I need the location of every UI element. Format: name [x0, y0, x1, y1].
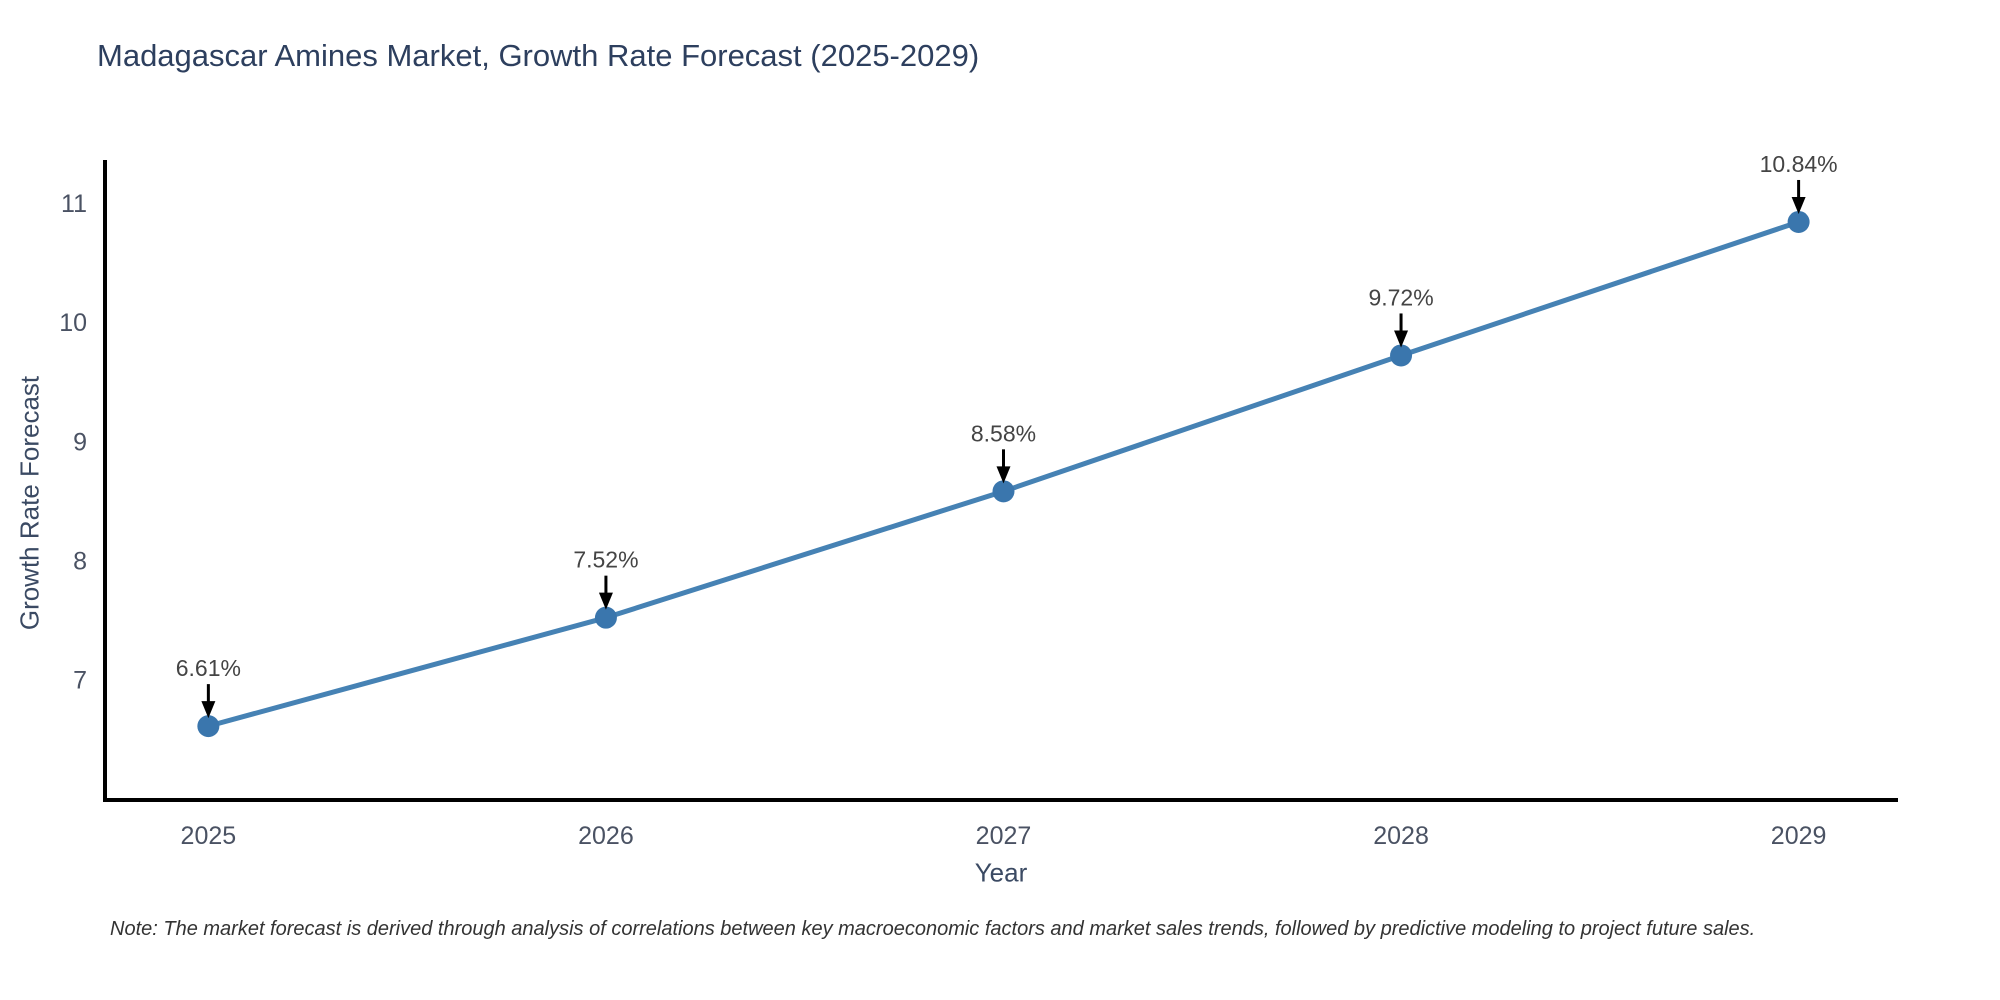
point-annotation-label: 7.52% — [573, 547, 638, 573]
annotation-arrow-head — [598, 592, 613, 610]
annotation-arrow-head — [1791, 196, 1806, 214]
chart-title: Madagascar Amines Market, Growth Rate Fo… — [97, 38, 980, 73]
note-text: Note: The market forecast is derived thr… — [110, 918, 1756, 940]
annotation-arrow-head — [1394, 330, 1409, 348]
data-point-marker — [197, 715, 220, 738]
y-tick-label: 8 — [73, 547, 87, 575]
y-tick-label: 7 — [73, 667, 87, 695]
y-tick-label: 11 — [61, 190, 87, 218]
y-tick-label: 10 — [59, 309, 87, 337]
data-point-marker — [1390, 344, 1413, 367]
x-tick-label: 2029 — [1771, 822, 1827, 850]
data-point-marker — [1787, 210, 1810, 233]
axis-lines — [103, 160, 1898, 802]
point-annotation-label: 9.72% — [1368, 284, 1433, 310]
x-tick-label: 2027 — [976, 822, 1032, 850]
point-annotation-label: 8.58% — [971, 420, 1036, 446]
data-point-marker — [594, 606, 617, 629]
x-tick-label: 2026 — [578, 822, 634, 850]
point-annotation-label: 6.61% — [176, 655, 241, 681]
y-tick-label: 9 — [73, 428, 87, 456]
point-annotation-label: 10.84% — [1760, 151, 1838, 177]
x-axis-title: Year — [974, 857, 1028, 888]
annotation-arrow-head — [201, 701, 216, 719]
annotation-arrow-head — [996, 466, 1011, 484]
x-tick-label: 2025 — [181, 822, 237, 850]
x-tick-label: 2028 — [1373, 822, 1429, 850]
data-point-marker — [992, 480, 1015, 503]
